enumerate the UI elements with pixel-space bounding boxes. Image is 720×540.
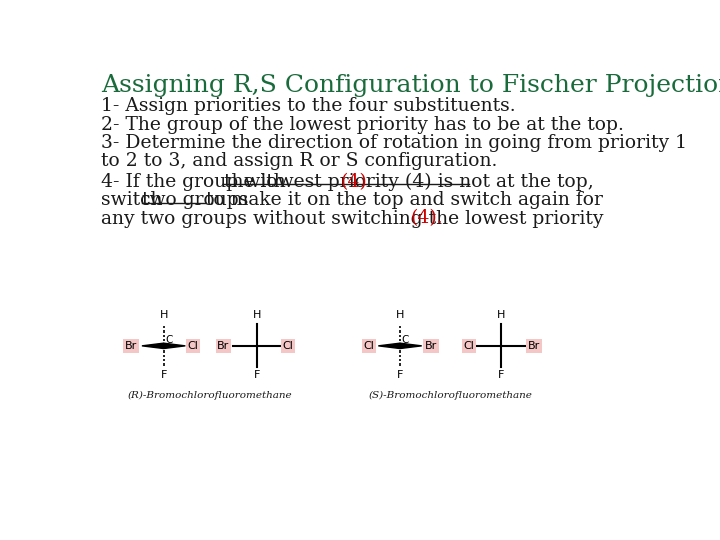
Text: 2- The group of the lowest priority has to be at the top.: 2- The group of the lowest priority has …	[101, 116, 624, 133]
Text: Cl: Cl	[283, 341, 294, 351]
Text: 3- Determine the direction of rotation in going from priority 1: 3- Determine the direction of rotation i…	[101, 134, 687, 152]
Text: to 2 to 3, and assign R or S configuration.: to 2 to 3, and assign R or S configurati…	[101, 152, 498, 170]
Text: H: H	[396, 309, 404, 320]
Text: two groups: two groups	[142, 191, 254, 209]
Text: the lowest priority (4) is not at the top,: the lowest priority (4) is not at the to…	[224, 173, 593, 191]
Text: 1- Assign priorities to the four substituents.: 1- Assign priorities to the four substit…	[101, 97, 516, 115]
Text: Br: Br	[528, 341, 540, 351]
Text: F: F	[498, 370, 504, 381]
Polygon shape	[400, 343, 422, 348]
Text: (S)-Bromochlorofluoromethane: (S)-Bromochlorofluoromethane	[369, 390, 532, 400]
Text: F: F	[161, 370, 167, 381]
Text: Br: Br	[217, 341, 230, 351]
Text: switch: switch	[101, 191, 168, 209]
Text: 4- If the group with: 4- If the group with	[101, 173, 292, 191]
Polygon shape	[142, 343, 163, 348]
Text: Cl: Cl	[188, 341, 199, 351]
Text: F: F	[253, 370, 260, 381]
Text: Cl: Cl	[464, 341, 474, 351]
Text: C: C	[165, 335, 173, 345]
Text: to make it on the top and switch again for: to make it on the top and switch again f…	[206, 191, 603, 209]
Text: F: F	[397, 370, 403, 381]
Polygon shape	[378, 343, 400, 348]
Text: any two groups without switching the lowest priority: any two groups without switching the low…	[101, 210, 609, 227]
Text: H: H	[159, 309, 168, 320]
Text: C: C	[402, 335, 409, 345]
Text: H: H	[497, 309, 505, 320]
Text: Cl: Cl	[364, 341, 374, 351]
Text: H: H	[253, 309, 261, 320]
Text: Br: Br	[425, 341, 437, 351]
Text: (R)-Bromochlorofluoromethane: (R)-Bromochlorofluoromethane	[128, 390, 292, 400]
Text: (4): (4)	[341, 173, 367, 191]
Polygon shape	[163, 343, 185, 348]
Text: (4).: (4).	[411, 210, 444, 227]
Text: Br: Br	[125, 341, 138, 351]
Text: Assigning R,S Configuration to Fischer Projections: Assigning R,S Configuration to Fischer P…	[101, 74, 720, 97]
